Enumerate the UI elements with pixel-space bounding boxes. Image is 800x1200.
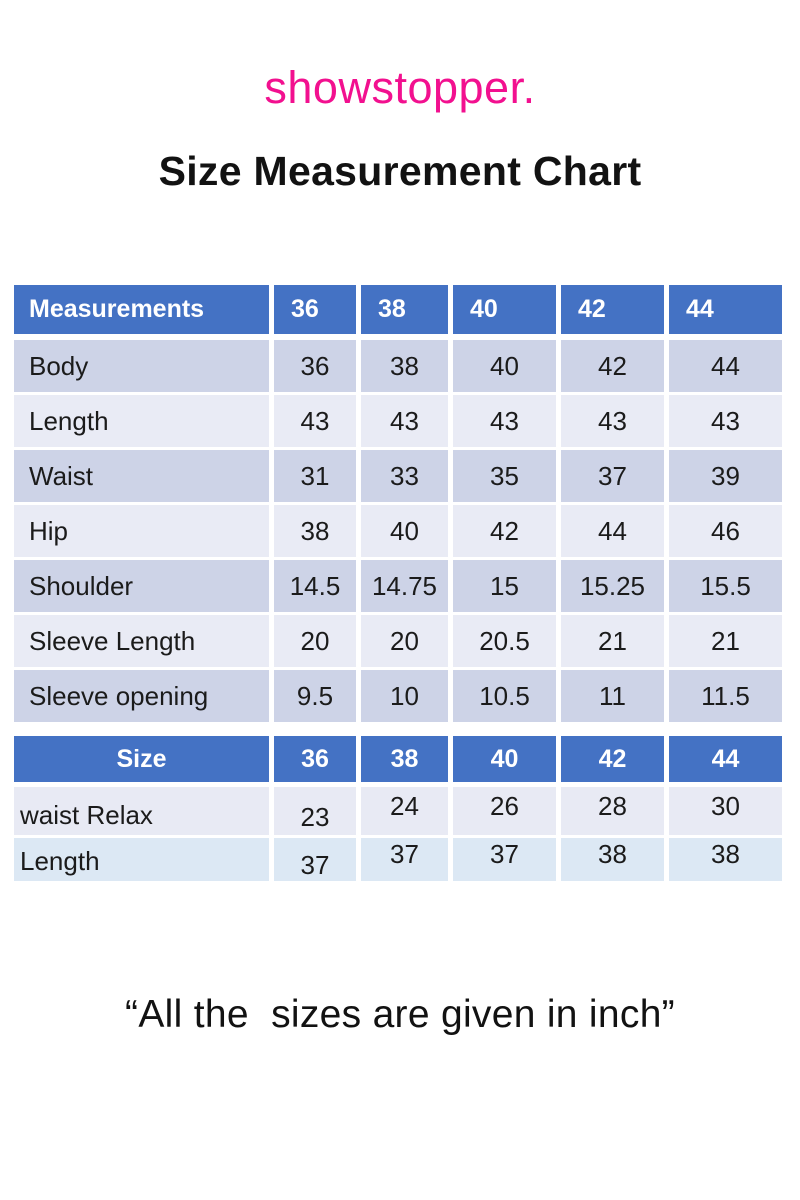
row-label: Length (14, 838, 269, 881)
value-cell: 43 (274, 395, 356, 447)
brand-logo: showstopper. (264, 62, 536, 113)
value-cell: 15.5 (669, 560, 782, 612)
value-cell: 21 (561, 615, 664, 667)
value-cell: 20 (274, 615, 356, 667)
value-cell: 30 (669, 787, 782, 835)
header-cell-42: 42 (561, 736, 664, 782)
value-cell: 44 (561, 505, 664, 557)
value-cell: 42 (561, 340, 664, 392)
value-cell: 42 (453, 505, 556, 557)
value-text: 28 (598, 790, 627, 821)
value-cell: 10.5 (453, 670, 556, 722)
value-cell: 40 (361, 505, 448, 557)
value-cell: 38 (361, 340, 448, 392)
value-text: 37 (300, 850, 330, 880)
measurement-table: Measurements 36 38 40 42 44 Body 36 38 4… (14, 285, 782, 722)
value-cell: 33 (361, 450, 448, 502)
row-label: Body (14, 340, 269, 392)
table-row-length: Length 43 43 43 43 43 (14, 395, 782, 447)
value-cell: 44 (669, 340, 782, 392)
value-text: 26 (490, 790, 519, 821)
value-cell: 11 (561, 670, 664, 722)
value-cell: 43 (453, 395, 556, 447)
value-text: 30 (711, 790, 740, 821)
value-cell: 20.5 (453, 615, 556, 667)
header-cell-44: 44 (669, 736, 782, 782)
value-cell: 43 (361, 395, 448, 447)
measurement-table-body: Body 36 38 40 42 44 Length 43 43 43 43 4… (14, 340, 782, 722)
value-text: 37 (390, 839, 419, 869)
value-cell: 38 (274, 505, 356, 557)
size-table-header-row: Size 36 38 40 42 44 (14, 736, 782, 782)
header-cell-size: Size (14, 736, 269, 782)
value-cell: 31 (274, 450, 356, 502)
header-cell-40: 40 (453, 736, 556, 782)
row-label: Shoulder (14, 560, 269, 612)
table-row-body-measure: Body 36 38 40 42 44 (14, 340, 782, 392)
value-cell: 35 (453, 450, 556, 502)
value-cell: 46 (669, 505, 782, 557)
size-table-body: waist Relax 23 24 26 28 30 Length 37 37 … (14, 787, 782, 881)
page-title: Size Measurement Chart (158, 148, 642, 194)
value-cell: 37 (561, 450, 664, 502)
table-row-length-relax: Length 37 37 37 38 38 (14, 838, 782, 881)
value-cell: 40 (453, 340, 556, 392)
value-text: 37 (490, 839, 519, 869)
value-cell: 20 (361, 615, 448, 667)
row-label: Hip (14, 505, 269, 557)
value-cell: 28 (561, 787, 664, 835)
table-row-waist-relax: waist Relax 23 24 26 28 30 (14, 787, 782, 835)
value-cell: 15.25 (561, 560, 664, 612)
header-cell-44: 44 (669, 285, 782, 334)
table-row-shoulder: Shoulder 14.5 14.75 15 15.25 15.5 (14, 560, 782, 612)
header-cell-36: 36 (274, 285, 356, 334)
table-row-waist: Waist 31 33 35 37 39 (14, 450, 782, 502)
row-label: Sleeve Length (14, 615, 269, 667)
value-text: 38 (598, 839, 627, 869)
value-cell: 24 (361, 787, 448, 835)
row-label: Sleeve opening (14, 670, 269, 722)
size-table: Size 36 38 40 42 44 waist Relax 23 24 26… (14, 736, 782, 881)
value-cell: 36 (274, 340, 356, 392)
measurement-table-header-row: Measurements 36 38 40 42 44 (14, 285, 782, 334)
value-cell: 43 (669, 395, 782, 447)
value-text: 23 (300, 801, 330, 832)
value-cell: 38 (669, 838, 782, 881)
value-cell: 10 (361, 670, 448, 722)
header-cell-measurements: Measurements (14, 285, 269, 334)
value-cell: 37 (274, 838, 356, 881)
value-cell: 14.75 (361, 560, 448, 612)
table-row-hip: Hip 38 40 42 44 46 (14, 505, 782, 557)
table-row-sleeve-length: Sleeve Length 20 20 20.5 21 21 (14, 615, 782, 667)
value-cell: 9.5 (274, 670, 356, 722)
value-cell: 11.5 (669, 670, 782, 722)
value-cell: 23 (274, 787, 356, 835)
value-cell: 37 (453, 838, 556, 881)
footnote: “All the sizes are given in inch” (125, 993, 675, 1036)
row-label: waist Relax (14, 787, 269, 835)
header-cell-38: 38 (361, 736, 448, 782)
value-cell: 37 (361, 838, 448, 881)
header-cell-36: 36 (274, 736, 356, 782)
value-cell: 15 (453, 560, 556, 612)
value-cell: 38 (561, 838, 664, 881)
header-cell-40: 40 (453, 285, 556, 334)
value-cell: 21 (669, 615, 782, 667)
value-cell: 26 (453, 787, 556, 835)
row-label: Length (14, 395, 269, 447)
value-text: 38 (711, 839, 740, 869)
header-cell-38: 38 (361, 285, 448, 334)
value-text: 24 (390, 790, 419, 821)
value-cell: 14.5 (274, 560, 356, 612)
value-cell: 43 (561, 395, 664, 447)
row-label: Waist (14, 450, 269, 502)
header-cell-42: 42 (561, 285, 664, 334)
table-row-sleeve-opening: Sleeve opening 9.5 10 10.5 11 11.5 (14, 670, 782, 722)
value-cell: 39 (669, 450, 782, 502)
